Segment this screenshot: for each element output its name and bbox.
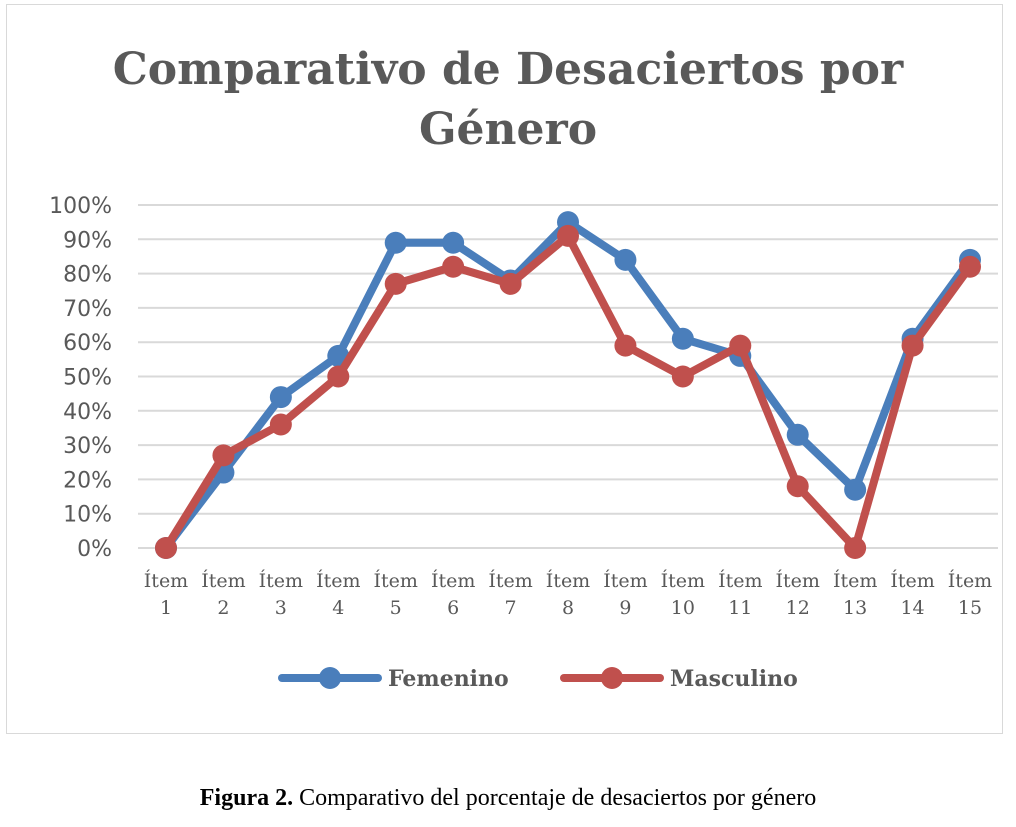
data-point [671,327,694,350]
legend-swatch-marker [601,667,623,689]
data-point [269,413,292,436]
y-tick-label: 40% [63,400,112,425]
x-tick-label: 3 [275,597,287,619]
data-point [844,478,867,501]
chart-frame [6,4,1003,734]
data-point [844,537,867,559]
data-point [442,231,465,254]
x-tick-label: 15 [958,597,982,619]
x-tick-label: 9 [619,597,631,619]
x-tick-label: Ítem [144,569,188,592]
y-tick-label: 20% [63,468,112,493]
x-tick-label: Ítem [201,569,245,592]
x-tick-label: 8 [562,597,574,619]
data-point [901,334,924,357]
legend-swatch-marker [319,667,341,689]
y-tick-label: 0% [77,537,112,562]
legend-label: Masculino [670,666,798,692]
y-tick-label: 10% [63,503,112,528]
data-point [729,334,752,357]
data-point [384,231,407,254]
series-femenino [155,211,981,559]
y-tick-label: 100% [49,194,112,219]
series-lines [155,211,981,559]
y-tick-label: 60% [63,331,112,356]
series-masculino [155,224,981,559]
x-tick-label: Ítem [488,569,532,592]
chart-title-line-2: Género [418,104,598,155]
x-tick-label: 13 [843,597,867,619]
x-tick-label: 11 [728,597,752,619]
x-tick-label: 2 [217,597,229,619]
legend-item-masculino: Masculino [560,666,798,692]
chart-title: Comparativo de Desaciertos por Género [0,40,1016,160]
data-point [671,365,694,388]
x-axis-ticks: Ítem 1 Ítem 2 Ítem 3 Ítem 4 Ítem 5 Ítem 6 Ítem 7 Ítem 8… [144,569,992,619]
x-tick-label: Ítem [259,569,303,592]
series-line [162,218,974,552]
x-tick-label: Ítem [661,569,705,592]
x-tick-label: Ítem [776,569,820,592]
caption-label: Figura 2. [199,785,294,811]
data-point [959,255,981,278]
y-tick-label: 80% [63,263,112,288]
x-tick-label: Ítem [890,569,934,592]
x-tick-label: 14 [900,597,924,619]
x-tick-label: Ítem [948,569,992,592]
x-tick-label: Ítem [316,569,360,592]
data-point [557,224,579,247]
x-tick-label: Ítem [431,569,475,592]
data-point [614,248,637,271]
x-tick-label: Ítem [546,569,590,592]
data-point [212,444,235,467]
data-point [786,423,809,446]
x-tick-label: Ítem [718,569,762,592]
x-tick-label: Ítem [374,569,418,592]
data-point [155,537,177,559]
data-point [499,272,522,295]
caption-text: Comparativo del porcentaje de desacierto… [293,785,817,811]
x-tick-label: 5 [390,597,402,619]
x-tick-label: 1 [160,597,172,619]
x-tick-label: 10 [671,597,695,619]
y-tick-label: 90% [63,228,112,253]
data-point [442,255,465,278]
figure-caption: Figura 2. Comparativo del porcentaje de … [0,785,1016,812]
x-tick-label: 6 [447,597,459,619]
y-tick-label: 70% [63,297,112,322]
y-tick-label: 30% [63,434,112,459]
y-tick-label: 50% [63,366,112,391]
x-tick-label: Ítem [603,569,647,592]
line-chart: 0%10%20%30%40%50%60%70%80%90%100% Ítem1Í… [49,194,998,692]
x-tick-label: Ítem [833,569,877,592]
legend: Femenino Masculino [278,666,798,692]
x-tick-label: 7 [505,597,517,619]
legend-label: Femenino [388,666,509,692]
data-point [614,334,637,357]
legend-item-femenino: Femenino [278,666,509,692]
chart-title-line-1: Comparativo de Desaciertos por [112,44,904,95]
x-tick-label: 4 [332,597,344,619]
data-point [786,475,809,498]
data-point [269,386,292,409]
data-point [384,272,407,295]
data-point [327,365,350,388]
x-tick-label: 12 [786,597,810,619]
y-axis-ticks: 0% 10% 20% 30% 40% 50% 60% 70% 80% 90% 100% [49,194,112,562]
